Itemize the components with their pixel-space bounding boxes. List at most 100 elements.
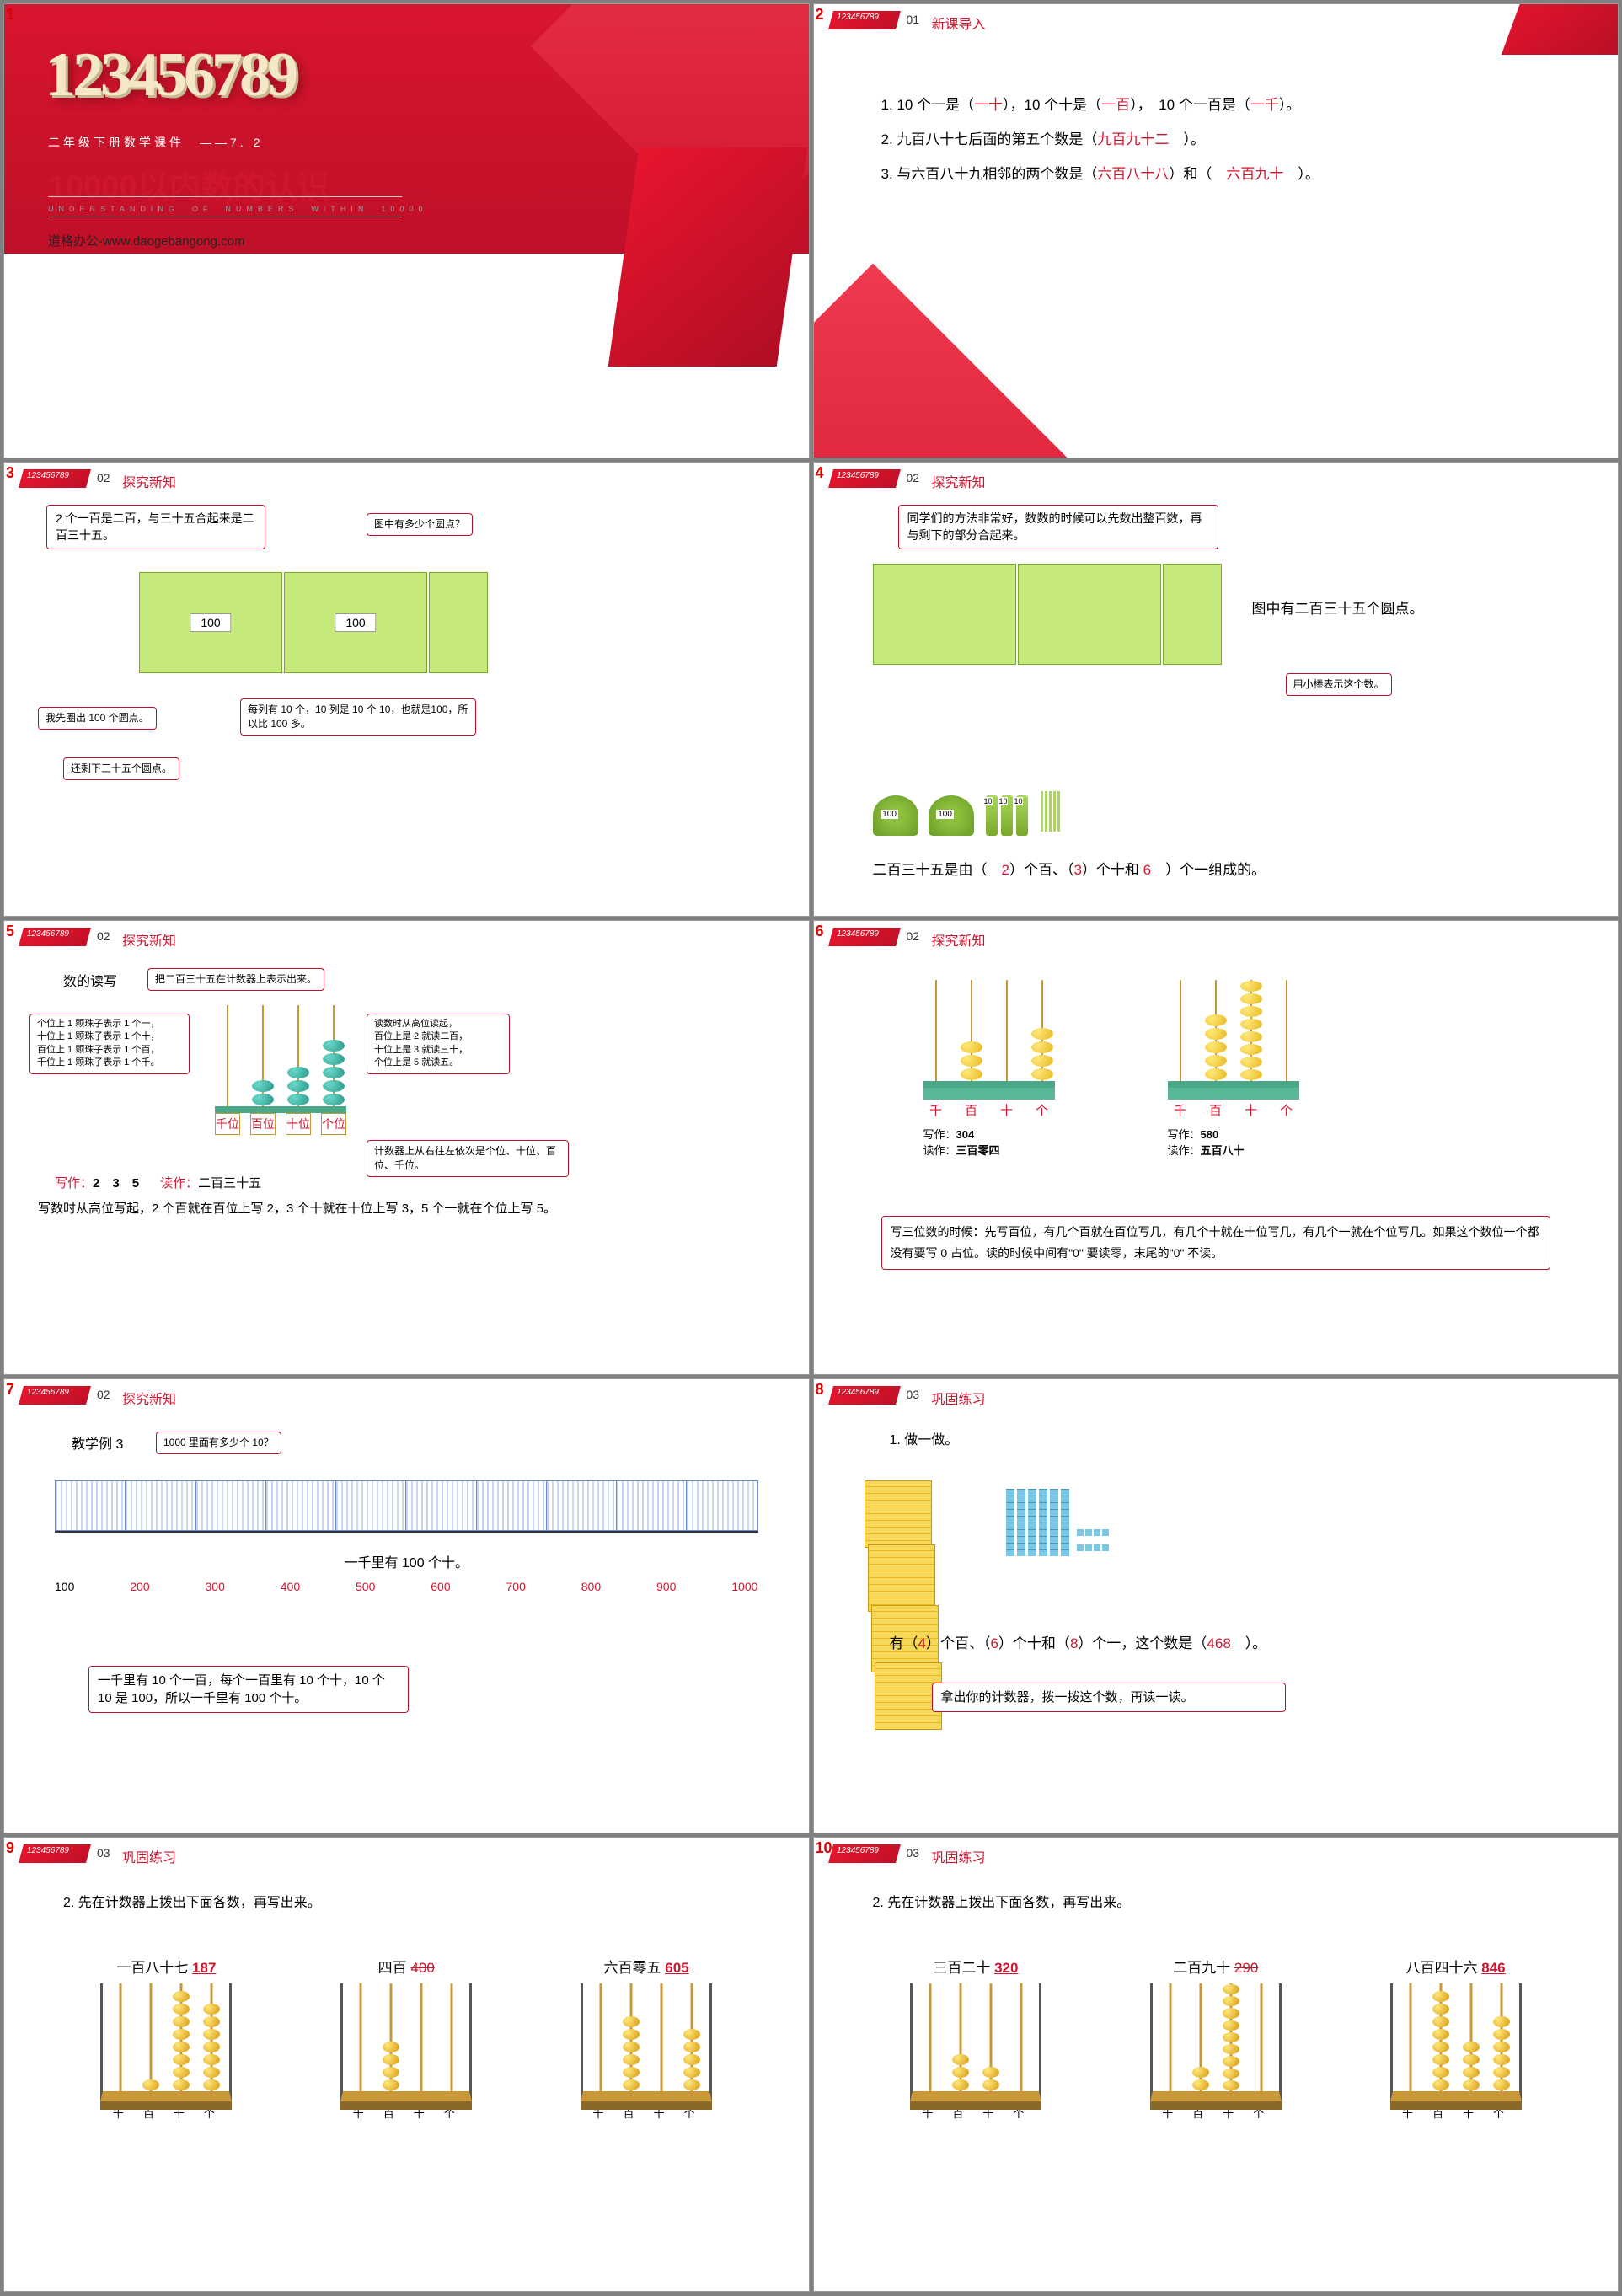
logo-corner	[828, 11, 901, 29]
site-credit: 道格办公-www.daogebangong.com	[48, 232, 244, 249]
dot-grid: 100 100	[139, 572, 488, 673]
slide-7: 7 02 探究新知 教学例 3 1000 里面有多少个 10？ 一千里有 100…	[3, 1378, 810, 1833]
partial-block	[1163, 564, 1222, 665]
abacus-304: 千百十个写作：304读作：三百零四	[923, 980, 1055, 1159]
page-number: 2	[816, 6, 824, 24]
slide-9: 9 03 巩固练习 2. 先在计数器上拨出下面各数，再写出来。 一百八十七 18…	[3, 1837, 810, 2292]
callout-summary: 2 个一百是二百，与三十五合起来是二百三十五。	[46, 505, 265, 549]
callout-beads-meaning: 个位上 1 颗珠子表示 1 个一， 十位上 1 颗珠子表示 1 个十， 百位上 …	[29, 1014, 190, 1074]
section-number: 01	[907, 13, 920, 26]
logo-corner	[828, 1844, 901, 1863]
page-number: 3	[6, 464, 14, 482]
number-line: 一千里有 100 个十。 100200300400500600700800900…	[55, 1480, 758, 1593]
write-rule: 写数时从高位写起，2 个百就在百位上写 2，3 个十就在十位上写 3，5 个一就…	[38, 1199, 775, 1219]
slide-10: 10 03 巩固练习 2. 先在计数器上拨出下面各数，再写出来。 三百二十 32…	[813, 1837, 1619, 2292]
section-title: 新课导入	[932, 13, 986, 33]
hero-numbers: 123456789	[45, 40, 295, 111]
example-label: 教学例 3	[72, 1434, 123, 1456]
section-number: 02	[97, 929, 110, 943]
section-title: 探究新知	[122, 929, 176, 950]
composition-text: 二百三十五是由（ 2）个百、（3）个十和 6 ）个一组成的。	[873, 859, 1585, 881]
decor-shape	[1502, 3, 1619, 55]
section-title: 探究新知	[122, 471, 176, 491]
logo-corner	[19, 928, 91, 946]
decor-shape	[608, 147, 807, 367]
hundred-block: 100	[284, 572, 427, 673]
slide-2: 2 01 新课导入 1. 10 个一是（一十），10 个十是（一百）， 10 个…	[813, 3, 1619, 458]
callout-task: 把二百三十五在计数器上表示出来。	[147, 968, 324, 991]
hundred-boxes	[55, 1480, 758, 1531]
callout-step2: 每列有 10 个，10 列是 10 个 10，也就是100，所以比 100 多。	[240, 698, 476, 736]
page-number: 6	[816, 923, 824, 940]
decor-shape	[813, 264, 1075, 458]
heading-readwrite: 数的读写	[63, 971, 117, 993]
rule-box: 一千里有 10 个一百，每个一百里有 10 个十，10 个 10 是 100，所…	[88, 1666, 409, 1713]
section-title: 巩固练习	[932, 1846, 986, 1866]
page-number: 8	[816, 1381, 824, 1399]
result-text: 图中有二百三十五个圆点。	[1252, 597, 1424, 620]
section-number: 03	[907, 1846, 920, 1860]
stick-bundles	[873, 791, 1061, 836]
exercise-heading: 2. 先在计数器上拨出下面各数，再写出来。	[63, 1892, 321, 1914]
slide-6: 6 02 探究新知 千百十个写作：304读作：三百零四 千百十个写作：580读作…	[813, 920, 1619, 1375]
hundred-block	[1018, 564, 1161, 665]
abacus-row: 一百八十七 187千百十个四百 400千百十个六百零五 605千百十个	[46, 1956, 767, 2122]
section-number: 03	[97, 1846, 110, 1860]
logo-corner	[19, 1386, 91, 1405]
slide-3: 3 02 探究新知 2 个一百是二百，与三十五合起来是二百三十五。 图中有多少个…	[3, 462, 810, 917]
hundred-block: 100	[139, 572, 282, 673]
abacus-row: 三百二十 320千百十个二百九十 290千百十个八百四十六 846千百十个	[856, 1956, 1576, 2122]
exercise-heading: 2. 先在计数器上拨出下面各数，再写出来。	[873, 1892, 1131, 1914]
section-title: 巩固练习	[122, 1846, 176, 1866]
answer-line: 有（4）个百、（6）个十和（8）个一，这个数是（468 ）。	[890, 1632, 1568, 1655]
page-number: 10	[816, 1839, 832, 1857]
rule-box: 写三位数的时候：先写百位，有几个百就在百位写几，有几个十就在十位写几，有几个一就…	[881, 1216, 1551, 1270]
number-labels: 1002003004005006007008009001000	[55, 1580, 758, 1593]
page-number: 9	[6, 1839, 14, 1857]
slide-1: 1 123456789 二年级下册数学课件 ——7. 2 10000以内数的认识…	[3, 3, 810, 458]
hundred-block	[873, 564, 1016, 665]
dot-grid	[873, 564, 1222, 665]
hundred-bundle	[873, 795, 918, 836]
mid-text: 一千里有 100 个十。	[55, 1553, 758, 1575]
section-number: 02	[97, 1388, 110, 1401]
course-subtitle: 二年级下册数学课件 ——7. 2	[48, 134, 263, 151]
callout-question: 1000 里面有多少个 10？	[156, 1432, 281, 1454]
callout-try: 拿出你的计数器，拨一拨这个数，再读一读。	[932, 1683, 1286, 1712]
logo-corner	[828, 469, 901, 488]
callout-question: 图中有多少个圆点？	[367, 513, 473, 536]
page-number: 4	[816, 464, 824, 482]
page-number: 1	[6, 6, 14, 24]
section-title: 探究新知	[932, 471, 986, 491]
divider	[48, 196, 402, 197]
write-line: 写作：2 3 5 读作：二百三十五	[55, 1174, 261, 1194]
logo-corner	[19, 1844, 91, 1863]
page-number: 5	[6, 923, 14, 940]
section-number: 03	[907, 1388, 920, 1401]
callout-method: 同学们的方法非常好，数数的时候可以先数出整百数，再与剩下的部分合起来。	[898, 505, 1218, 549]
slide-4: 4 02 探究新知 同学们的方法非常好，数数的时候可以先数出整百数，再与剩下的部…	[813, 462, 1619, 917]
logo-corner	[19, 469, 91, 488]
abacus-235: 千位百位十位个位	[215, 1005, 346, 1135]
intro-questions: 1. 10 个一是（一十），10 个十是（一百）， 10 个一百是（一千）。 2…	[881, 88, 1568, 191]
callout-step1: 我先圈出 100 个圆点。	[38, 707, 157, 730]
slide-5: 5 02 探究新知 数的读写 把二百三十五在计数器上表示出来。 个位上 1 颗珠…	[3, 920, 810, 1375]
section-number: 02	[907, 929, 920, 943]
ten-sticks	[984, 795, 1030, 836]
base-ten-blocks	[915, 1480, 1110, 1556]
callout-read-rule: 读数时从高位读起， 百位上是 2 就读二百， 十位上是 3 就读三十， 个位上是…	[367, 1014, 510, 1074]
course-eng: UNDERSTANDING OF NUMBERS WITHIN 10000	[48, 203, 427, 214]
section-title: 探究新知	[932, 929, 986, 950]
one-sticks	[1040, 791, 1061, 836]
section-number: 02	[97, 471, 110, 484]
exercise-heading: 1. 做一做。	[890, 1430, 959, 1452]
partial-block	[429, 572, 488, 673]
section-title: 巩固练习	[932, 1388, 986, 1408]
page-number: 7	[6, 1381, 14, 1399]
logo-corner	[828, 928, 901, 946]
callout-sticks: 用小棒表示这个数。	[1286, 673, 1392, 696]
logo-corner	[828, 1386, 901, 1405]
section-number: 02	[907, 471, 920, 484]
callout-places: 计数器上从右往左依次是个位、十位、百位、千位。	[367, 1140, 569, 1177]
hundred-bundle	[929, 795, 974, 836]
